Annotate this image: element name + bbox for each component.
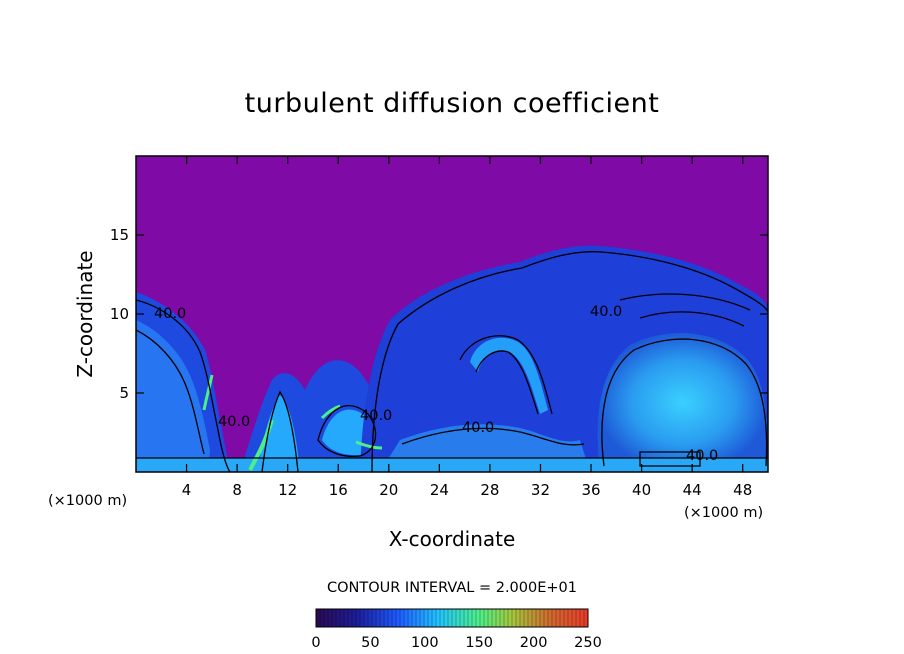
turbulent-region-arc [470, 337, 548, 414]
colorbar-frame [315, 608, 589, 628]
colorbar-tick-label: 150 [465, 635, 493, 651]
y-tick-label: 5 [119, 384, 129, 402]
x-tick-label: 44 [683, 481, 702, 499]
contour-lines [136, 251, 768, 472]
colorbar-tick-label: 100 [411, 635, 439, 651]
colorbar-tick-label: 50 [361, 635, 379, 651]
x-tick-label: 40 [632, 481, 651, 499]
contour-label: 40.0 [686, 448, 718, 464]
contour-interval-caption: CONTOUR INTERVAL = 2.000E+01 [327, 580, 577, 596]
colorbar-tick-label: 250 [574, 635, 602, 651]
turbulent-region-right-swirl [597, 333, 768, 472]
x-tick-label: 20 [379, 481, 398, 499]
y-axis-title: Z-coordinate [73, 250, 97, 377]
turbulent-region-center-inner [258, 395, 375, 472]
x-axis-title: X-coordinate [389, 527, 516, 551]
x-tick-label: 32 [531, 481, 550, 499]
colorbar-tick-label: 0 [311, 635, 320, 651]
contour-label: 40.0 [462, 420, 494, 436]
contour-label: 40.0 [218, 414, 250, 430]
surface-band [136, 458, 768, 472]
chart-title: turbulent diffusion coefficient [245, 88, 660, 119]
colorbar [316, 609, 588, 627]
high-value-streak-3 [355, 440, 383, 450]
contour-label: 40.0 [154, 306, 186, 322]
x-tick-label: 48 [733, 481, 752, 499]
y-tick-label: 15 [110, 226, 129, 244]
y-tick-label: 10 [110, 305, 129, 323]
x-tick-label: 16 [329, 481, 348, 499]
x-unit-left: (×1000 m) [48, 493, 127, 509]
turbulent-region-left-inner [136, 320, 210, 472]
x-tick-label: 28 [480, 481, 499, 499]
x-tick-label: 8 [232, 481, 242, 499]
contour-label: 40.0 [590, 304, 622, 320]
high-value-streak-4 [320, 404, 341, 420]
high-value-streak-2 [202, 374, 214, 411]
x-tick-label: 24 [430, 481, 449, 499]
x-tick-label: 4 [182, 481, 192, 499]
x-unit-right: (×1000 m) [684, 505, 763, 521]
x-tick-label: 12 [278, 481, 297, 499]
plot-field: 40.0 40.0 40.0 40.0 40.0 40.0 [136, 156, 768, 472]
colorbar-tick-label: 200 [520, 635, 548, 651]
contour-label: 40.0 [360, 408, 392, 424]
x-tick-label: 36 [581, 481, 600, 499]
